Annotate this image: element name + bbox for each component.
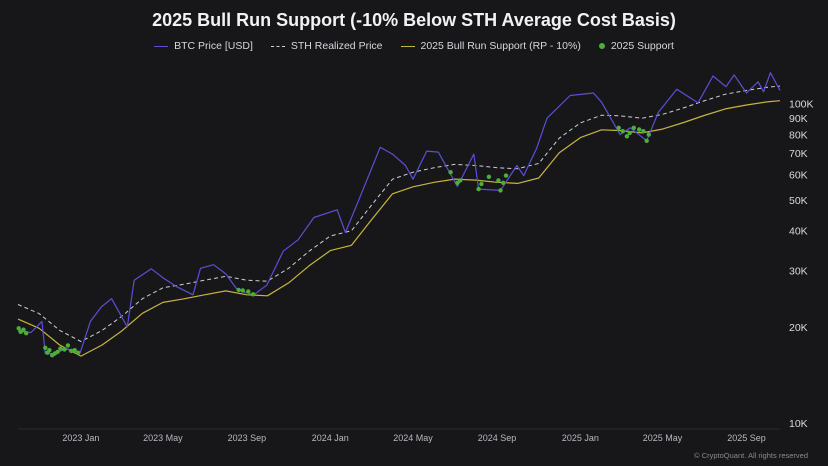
- legend-label-dots: 2025 Support: [610, 40, 674, 52]
- support-marker: [72, 348, 77, 353]
- support-marker: [21, 327, 26, 332]
- support-marker: [637, 127, 642, 132]
- support-marker: [69, 348, 74, 354]
- legend-item-dots[interactable]: 2025 Support: [598, 40, 674, 52]
- support-marker: [476, 186, 481, 192]
- x-tick-label: 2024 Sep: [478, 433, 517, 443]
- x-tick-label: 2025 Jan: [562, 433, 599, 443]
- x-tick-label: 2023 Sep: [228, 433, 267, 443]
- y-tick-label: 80K: [789, 130, 808, 142]
- y-tick-label: 40K: [789, 226, 808, 238]
- legend-label-sth: STH Realized Price: [290, 40, 383, 52]
- legend-swatch-support: [400, 45, 415, 47]
- support-marker: [501, 180, 506, 185]
- bull-run-support-line: [17, 100, 781, 357]
- support-marker: [250, 292, 256, 297]
- legend-swatch-price: [154, 45, 169, 47]
- support-marker: [240, 288, 245, 293]
- support-marker: [631, 125, 636, 130]
- support-marker: [55, 349, 60, 355]
- legend-item-sth[interactable]: STH Realized Price: [270, 40, 383, 52]
- support-marker: [627, 130, 632, 136]
- y-tick-label: 60K: [789, 169, 808, 181]
- x-tick-label: 2024 Jan: [312, 433, 349, 443]
- support-marker: [498, 188, 503, 193]
- support-marker: [624, 134, 630, 139]
- support-marker: [503, 173, 509, 178]
- support-marker: [65, 343, 71, 348]
- support-marker: [620, 129, 625, 134]
- chart-legend: BTC Price [USD] STH Realized Price 2025 …: [0, 40, 828, 52]
- y-tick-label: 70K: [789, 148, 808, 160]
- support-marker: [641, 129, 646, 134]
- x-tick-label: 2024 May: [393, 433, 433, 443]
- legend-label-support: 2025 Bull Run Support (RP - 10%): [420, 40, 581, 52]
- watermark: © CryptoQuant. All rights reserved: [694, 451, 808, 460]
- support-marker: [496, 178, 501, 183]
- legend-item-price[interactable]: BTC Price [USD]: [154, 40, 253, 52]
- support-marker: [616, 125, 621, 130]
- y-tick-label: 10K: [789, 418, 808, 430]
- y-tick-label: 20K: [789, 322, 808, 334]
- support-marker: [246, 289, 251, 294]
- support-marker: [24, 331, 29, 336]
- y-tick-label: 90K: [789, 113, 808, 125]
- support-marker: [458, 178, 463, 183]
- support-marker: [43, 345, 48, 350]
- x-tick-label: 2023 May: [143, 433, 183, 443]
- support-marker: [62, 347, 67, 352]
- legend-swatch-dots: [598, 43, 605, 49]
- support-marker: [448, 170, 453, 175]
- support-marker: [236, 287, 241, 293]
- support-marker: [47, 348, 52, 353]
- support-marker: [16, 326, 21, 331]
- legend-label-price: BTC Price [USD]: [174, 40, 253, 52]
- y-tick-label: 30K: [789, 266, 808, 278]
- support-marker: [646, 132, 651, 137]
- chart-title: 2025 Bull Run Support (-10% Below STH Av…: [152, 10, 676, 30]
- legend-swatch-sth: [270, 45, 285, 47]
- support-marker: [644, 138, 649, 143]
- support-marker: [486, 174, 492, 179]
- y-tick-label: 100K: [789, 99, 814, 111]
- x-tick-label: 2023 Jan: [62, 433, 99, 443]
- sth-realized-price-line: [17, 85, 781, 342]
- x-tick-label: 2025 May: [643, 433, 683, 443]
- x-tick-label: 2025 Sep: [727, 433, 766, 443]
- btc-price-line: [17, 72, 781, 355]
- support-marker: [75, 350, 81, 355]
- support-marker: [479, 181, 484, 187]
- y-tick-label: 50K: [789, 195, 808, 207]
- legend-item-support[interactable]: 2025 Bull Run Support (RP - 10%): [400, 40, 581, 52]
- support-marker: [58, 346, 63, 351]
